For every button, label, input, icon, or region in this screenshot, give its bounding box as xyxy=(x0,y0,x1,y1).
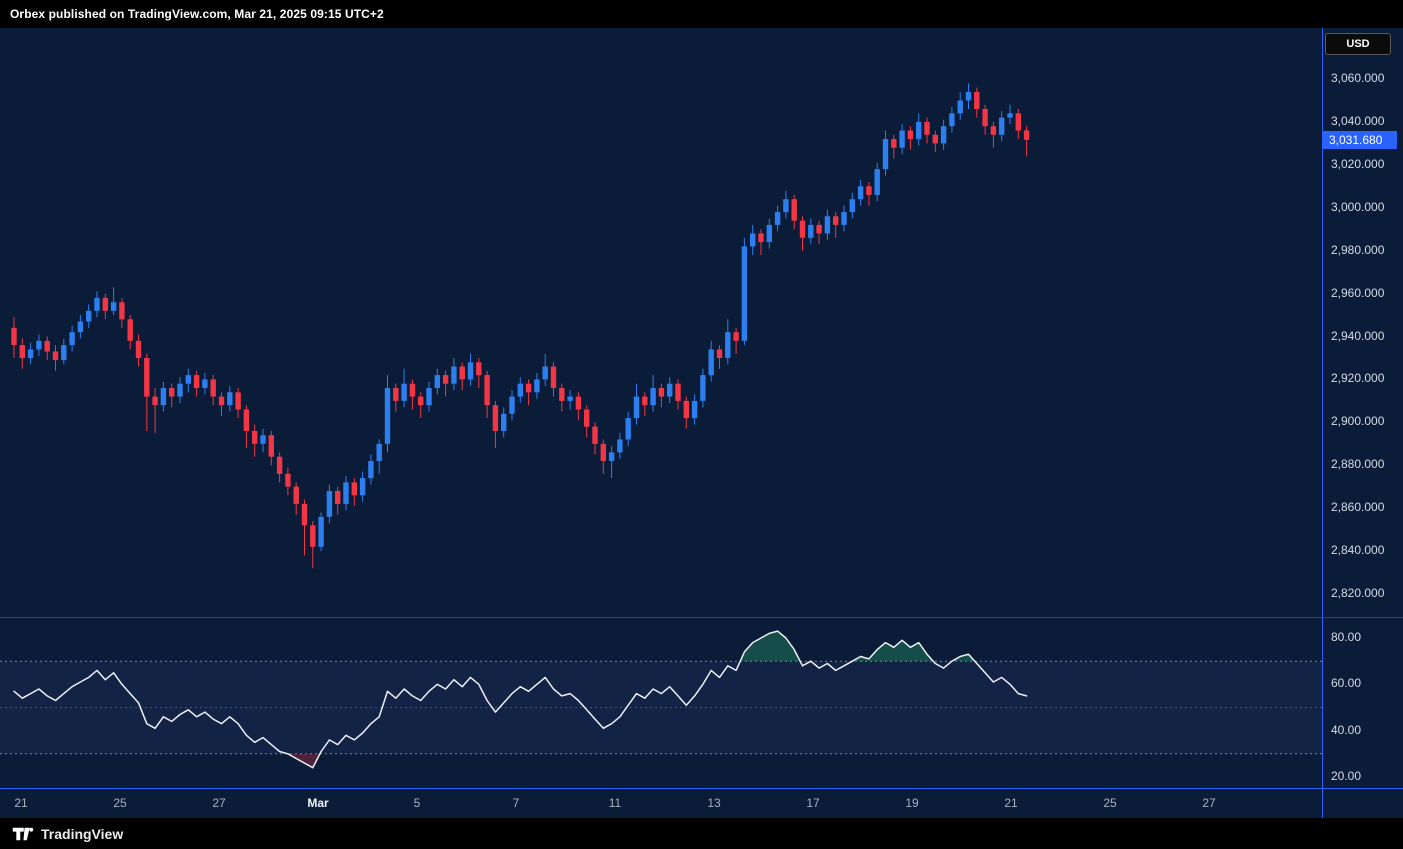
price-tick-label: 3,060.000 xyxy=(1331,71,1385,85)
price-tick-label: 2,880.000 xyxy=(1331,457,1385,472)
time-tick-label: 27 xyxy=(212,796,226,810)
time-tick-label: 21 xyxy=(14,796,28,810)
price-tick-label: 2,860.000 xyxy=(1331,500,1385,515)
price-tick-label: 2,960.000 xyxy=(1331,285,1385,300)
footer-bar: TradingView xyxy=(0,818,1403,849)
time-axis-separator xyxy=(0,788,1403,789)
currency-label: USD xyxy=(1346,38,1370,50)
time-tick-label: 5 xyxy=(413,796,421,810)
price-axis-separator xyxy=(1322,28,1323,818)
time-tick-label: 25 xyxy=(113,796,127,810)
attribution-text: Orbex published on TradingView.com, Mar … xyxy=(10,7,384,21)
rsi-tick-label: 60.00 xyxy=(1331,676,1362,691)
price-tick-label: 2,900.000 xyxy=(1331,414,1385,429)
time-tick-label: 17 xyxy=(806,796,820,810)
rsi-tick-label: 20.00 xyxy=(1331,769,1362,783)
price-tick-label: 3,000.000 xyxy=(1331,199,1385,214)
tradingview-brand[interactable]: TradingView xyxy=(41,825,124,842)
last-price-label: 3,031.680 xyxy=(1323,130,1397,149)
time-tick-label: 11 xyxy=(608,796,622,810)
tradingview-logo-icon[interactable] xyxy=(12,825,34,843)
time-tick-label: 13 xyxy=(707,796,721,810)
time-tick-label: 21 xyxy=(1004,796,1018,810)
currency-toggle[interactable]: USD xyxy=(1325,33,1391,55)
price-pane[interactable] xyxy=(0,28,1322,617)
time-tick-label: 27 xyxy=(1202,796,1216,810)
attribution-bar: Orbex published on TradingView.com, Mar … xyxy=(0,0,1403,28)
pane-separator[interactable] xyxy=(0,617,1403,618)
time-axis[interactable]: 21 25 27 Mar 5 7 11 13 17 19 21 25 27 xyxy=(0,789,1403,818)
time-tick-label: 7 xyxy=(512,796,520,810)
rsi-pane[interactable] xyxy=(0,618,1322,788)
price-axis[interactable]: USD 3,031.680 3,060.000 3,040.000 3,020.00… xyxy=(1323,28,1403,818)
price-tick-label: 2,820.000 xyxy=(1331,586,1385,600)
rsi-tick-label: 80.00 xyxy=(1331,630,1362,644)
price-tick-label: 2,980.000 xyxy=(1331,242,1385,257)
time-tick-label: 19 xyxy=(905,796,919,810)
rsi-tick-label: 40.00 xyxy=(1331,722,1362,737)
last-price-value: 3,031.680 xyxy=(1329,132,1383,147)
price-tick-label: 2,840.000 xyxy=(1331,543,1385,558)
price-tick-label: 3,020.000 xyxy=(1331,156,1385,171)
price-tick-label: 2,940.000 xyxy=(1331,328,1385,343)
price-tick-label: 3,040.000 xyxy=(1331,113,1385,128)
time-tick-label: Mar xyxy=(307,796,329,810)
time-tick-label: 25 xyxy=(1103,796,1117,810)
price-tick-label: 2,920.000 xyxy=(1331,371,1385,386)
